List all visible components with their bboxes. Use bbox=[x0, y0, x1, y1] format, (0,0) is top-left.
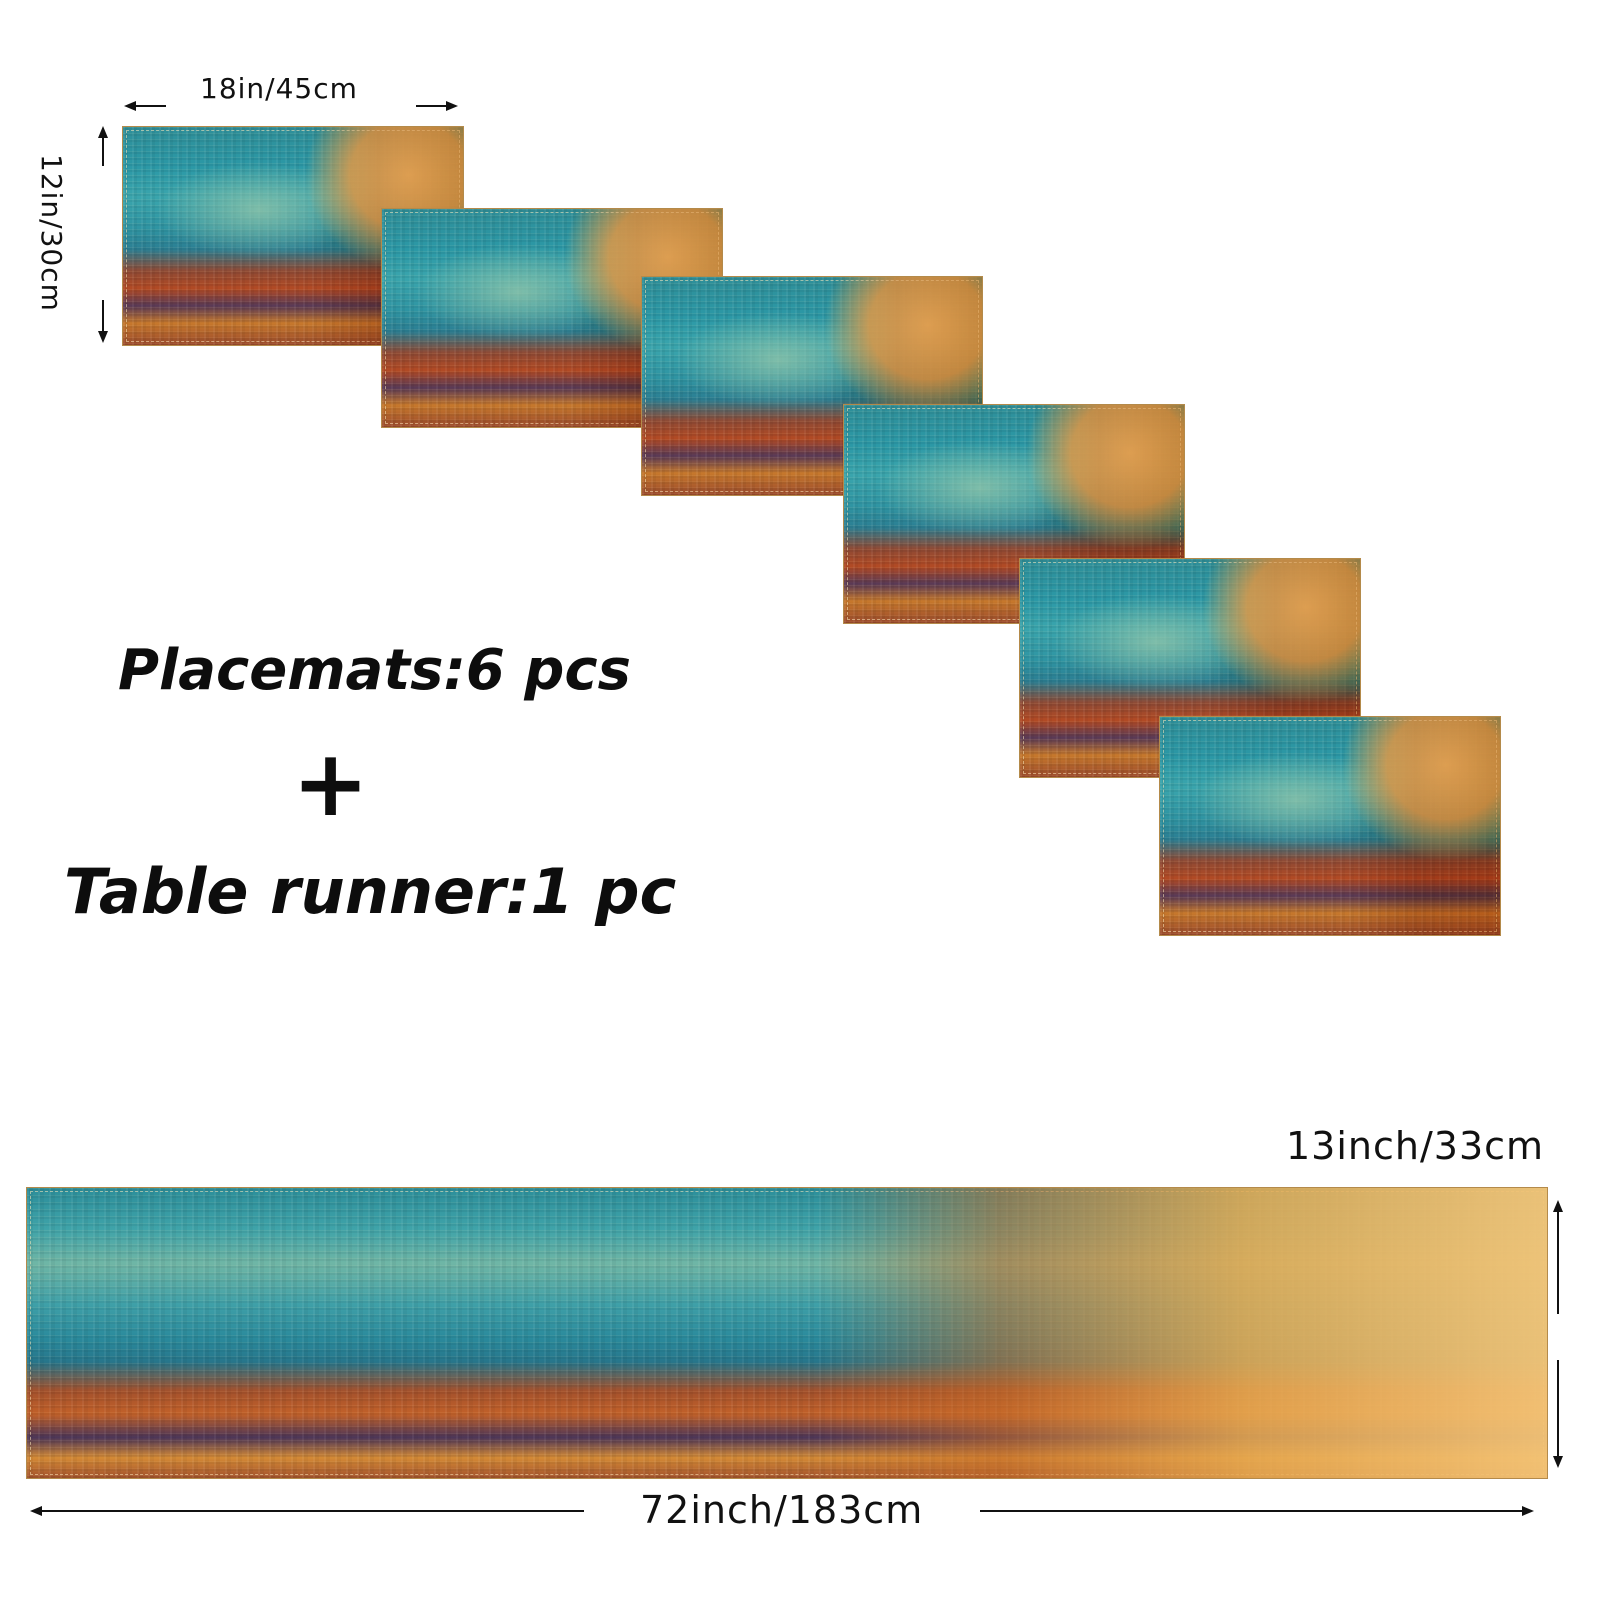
right-arrowhead-icon bbox=[446, 101, 458, 111]
runner-height-arrow-bottom bbox=[1557, 1360, 1559, 1458]
placemat-height-arrow-top bbox=[102, 136, 104, 166]
plus-sign: + bbox=[292, 730, 370, 837]
up-arrowhead-icon bbox=[1553, 1200, 1563, 1212]
placemat-width-arrow-right bbox=[416, 105, 448, 107]
placemat-width-arrow-left bbox=[134, 105, 166, 107]
runner-height-label: 13inch/33cm bbox=[1286, 1124, 1545, 1168]
placemat-height-label: 12in/30cm bbox=[35, 154, 68, 312]
left-arrowhead-icon bbox=[30, 1506, 42, 1516]
right-arrowhead-icon bbox=[1522, 1506, 1534, 1516]
down-arrowhead-icon bbox=[1553, 1456, 1563, 1468]
placemats-count-title: Placemats:6 pcs bbox=[118, 638, 631, 703]
table-runner bbox=[26, 1187, 1548, 1479]
placemat-6 bbox=[1159, 716, 1501, 936]
runner-length-arrow-left bbox=[40, 1510, 584, 1512]
runner-length-label: 72inch/183cm bbox=[640, 1488, 924, 1532]
runner-length-arrow-right bbox=[980, 1510, 1524, 1512]
placemat-width-label: 18in/45cm bbox=[200, 72, 358, 105]
left-arrowhead-icon bbox=[124, 101, 136, 111]
table-runner-count-title: Table runner:1 pc bbox=[64, 855, 677, 928]
runner-height-arrow-top bbox=[1557, 1210, 1559, 1314]
down-arrowhead-icon bbox=[98, 331, 108, 343]
up-arrowhead-icon bbox=[98, 126, 108, 138]
placemat-height-arrow-bottom bbox=[102, 300, 104, 332]
